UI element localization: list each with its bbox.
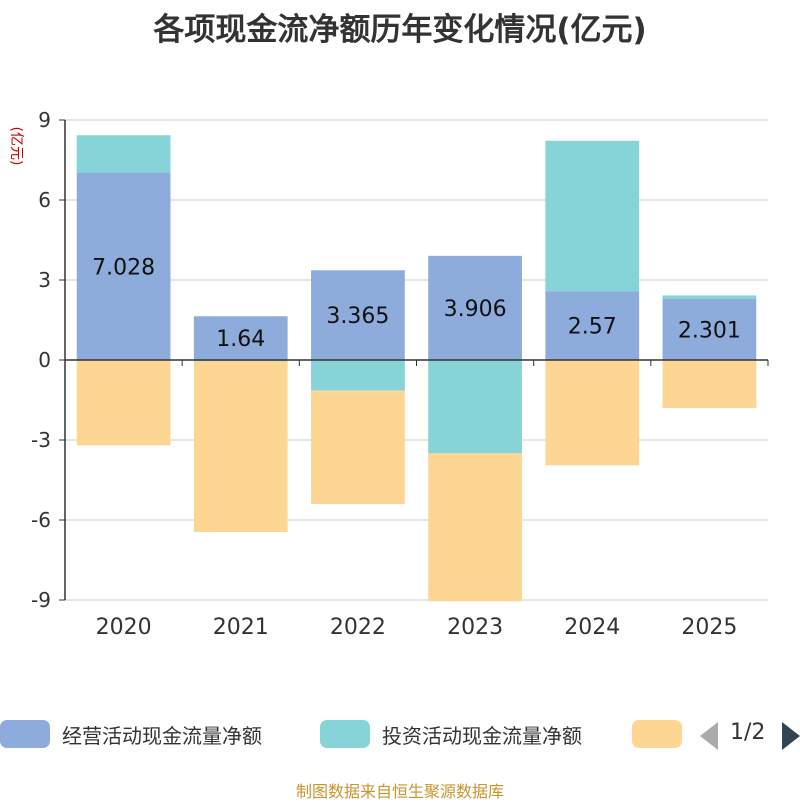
bar-segment [545,291,640,360]
bar-segment [76,172,171,360]
bar-segment [193,316,288,360]
data-label: 1.64 [216,327,265,352]
bar-segment [193,361,288,532]
data-label: 2.57 [568,315,617,340]
legend-swatch-financing [632,720,682,748]
legend-next-page-icon[interactable] [782,722,800,750]
bar-segment [662,298,757,360]
y-tick-label: 0 [38,348,51,372]
bar-segment [428,360,522,454]
x-tick-label: 2024 [564,615,620,640]
y-tick-label: -9 [31,588,51,612]
x-tick-label: 2022 [330,615,386,640]
legend-item-financing[interactable] [632,718,682,750]
legend-label-investing: 投资活动现金流量净额 [382,723,582,748]
bar-segment [662,295,757,299]
legend-label-operating: 经营活动现金流量净额 [62,723,262,748]
x-tick-label: 2023 [447,615,503,640]
bar-segment [545,140,640,292]
chart-plot: (亿元) 9 6 3 0 -3 -6 -9 7.028 1.64 3.365 3.906 2.57 2.… [8,108,769,640]
legend-swatch-investing [320,720,370,748]
bar-segment [311,360,405,391]
legend-item-investing[interactable]: 投资活动现金流量净额 [320,718,582,750]
legend-item-operating[interactable]: 经营活动现金流量净额 [0,718,262,750]
y-tick-label: -6 [31,508,51,532]
y-axis-label: (亿元) [8,127,24,166]
legend-swatch-operating [0,720,50,748]
x-tick-label: 2020 [96,615,152,640]
x-tick-label: 2021 [213,615,269,640]
bar-segment [311,390,405,504]
bar-segment [662,360,757,408]
x-tick-label: 2025 [681,615,737,640]
bar-segment [545,360,640,466]
data-source-note: 制图数据来自恒生聚源数据库 [295,782,504,801]
legend-page-indicator: 1/2 [730,720,766,745]
data-label: 3.365 [326,304,389,329]
y-tick-label: 3 [38,268,51,292]
legend-prev-page-icon[interactable] [700,722,718,750]
bar-segment [428,453,522,602]
data-label: 7.028 [92,255,155,280]
y-tick-label: -3 [31,428,51,452]
bar-segment [76,135,171,173]
bar-segment [76,360,171,446]
legend: 经营活动现金流量净额 投资活动现金流量净额 1/2 [0,716,800,756]
y-tick-label: 9 [38,108,51,132]
bar-segment [311,270,405,360]
chart-title: 各项现金流净额历年变化情况(亿元) [153,12,647,48]
data-label: 2.301 [678,318,741,343]
data-label: 3.906 [444,297,507,322]
y-tick-label: 6 [38,188,51,212]
bar-segment [428,255,522,360]
